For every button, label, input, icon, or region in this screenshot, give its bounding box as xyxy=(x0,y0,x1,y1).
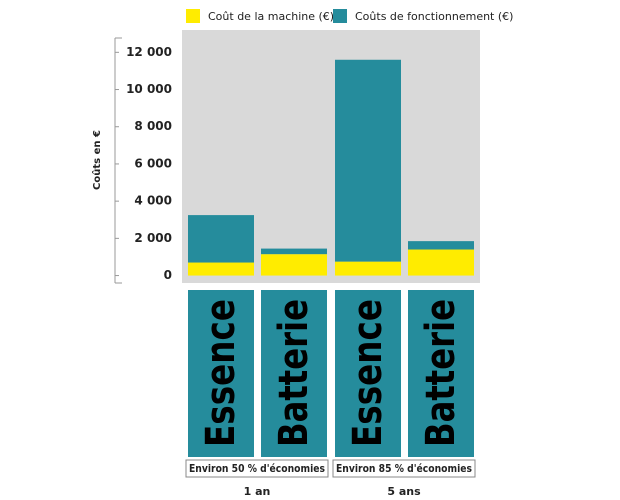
group-note: Environ 85 % d'économies xyxy=(336,463,472,475)
y-axis-label: Coûts en € xyxy=(91,130,103,190)
y-tick-label: 10 000 xyxy=(126,82,172,96)
group-note-box xyxy=(332,459,476,478)
bar-segment xyxy=(408,241,474,250)
category-box xyxy=(261,290,327,457)
bar-segment xyxy=(188,215,254,263)
y-tick-label: 8 000 xyxy=(134,119,172,133)
y-tick-label: 6 000 xyxy=(134,156,172,170)
category-label: Batterie xyxy=(418,299,464,447)
category-label: Essence xyxy=(198,299,244,447)
category-box xyxy=(335,290,401,457)
y-tick-label: 0 xyxy=(164,268,172,282)
bar-segment xyxy=(335,59,401,262)
y-tick-label: 4 000 xyxy=(134,194,172,208)
bar-segment xyxy=(335,261,401,276)
group-note-box xyxy=(185,459,329,478)
bar-segment xyxy=(261,248,327,255)
category-box xyxy=(408,290,474,457)
group-note: Environ 50 % d'économies xyxy=(189,463,325,475)
legend-swatch xyxy=(186,9,200,23)
bar-segment xyxy=(261,254,327,276)
legend-swatch xyxy=(333,9,347,23)
group-label: 5 ans xyxy=(387,485,421,498)
group-label: 1 an xyxy=(244,485,271,498)
legend-label: Coût de la machine (€) xyxy=(208,10,334,23)
category-box xyxy=(188,290,254,457)
y-tick-label: 2 000 xyxy=(134,231,172,245)
y-tick-label: 12 000 xyxy=(126,45,172,59)
bar-segment xyxy=(188,262,254,276)
category-label: Batterie xyxy=(271,299,317,447)
bar-segment xyxy=(408,249,474,276)
legend-label: Coûts de fonctionnement (€) xyxy=(355,10,513,23)
category-label: Essence xyxy=(345,299,391,447)
